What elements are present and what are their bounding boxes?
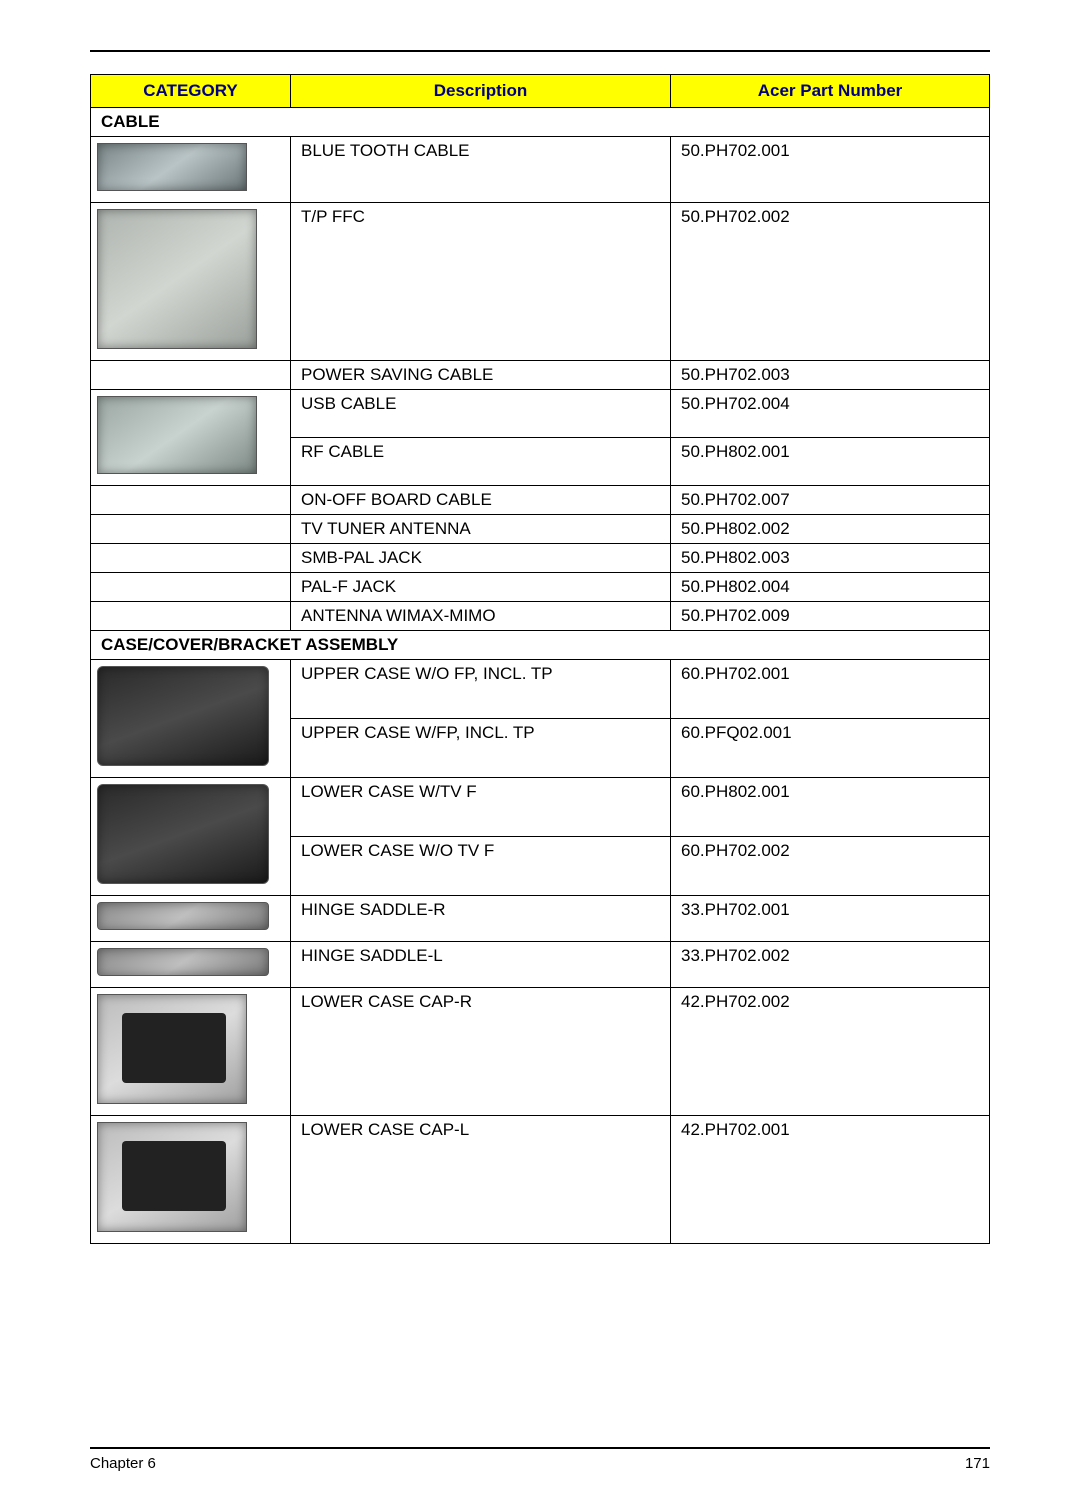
part-image-cell: [91, 988, 291, 1116]
part-number: 50.PH702.002: [671, 203, 990, 361]
parts-table: CATEGORY Description Acer Part Number CA…: [90, 74, 990, 1244]
part-number: 50.PH802.002: [671, 515, 990, 544]
part-number: 60.PH802.001: [671, 778, 990, 837]
part-description: ON-OFF BOARD CABLE: [291, 486, 671, 515]
part-thumbnail: [97, 948, 269, 976]
part-description: T/P FFC: [291, 203, 671, 361]
part-description: LOWER CASE W/O TV F: [291, 837, 671, 896]
table-header-row: CATEGORY Description Acer Part Number: [91, 75, 990, 108]
part-description: UPPER CASE W/FP, INCL. TP: [291, 719, 671, 778]
part-thumbnail: [97, 994, 247, 1104]
part-number: 50.PH802.003: [671, 544, 990, 573]
part-description: USB CABLE: [291, 390, 671, 438]
table-row: LOWER CASE CAP-R42.PH702.002: [91, 988, 990, 1116]
section-title-row: CABLE: [91, 108, 990, 137]
part-image-cell: [91, 778, 291, 896]
section-title: CASE/COVER/BRACKET ASSEMBLY: [91, 631, 990, 660]
part-image-cell: [91, 573, 291, 602]
part-image-cell: [91, 486, 291, 515]
part-image-cell: [91, 361, 291, 390]
part-description: UPPER CASE W/O FP, INCL. TP: [291, 660, 671, 719]
table-row: ON-OFF BOARD CABLE50.PH702.007: [91, 486, 990, 515]
footer-pagenum: 171: [965, 1455, 990, 1472]
part-number: 50.PH702.003: [671, 361, 990, 390]
part-description: ANTENNA WIMAX-MIMO: [291, 602, 671, 631]
table-row: BLUE TOOTH CABLE50.PH702.001: [91, 137, 990, 203]
top-rule: [90, 50, 990, 52]
part-number: 33.PH702.002: [671, 942, 990, 988]
part-description: LOWER CASE W/TV F: [291, 778, 671, 837]
part-image-cell: [91, 515, 291, 544]
part-image-cell: [91, 137, 291, 203]
part-thumbnail: [97, 666, 269, 766]
col-description: Description: [291, 75, 671, 108]
col-category: CATEGORY: [91, 75, 291, 108]
part-number: 33.PH702.001: [671, 896, 990, 942]
part-image-cell: [91, 544, 291, 573]
part-number: 50.PH702.004: [671, 390, 990, 438]
table-row: UPPER CASE W/O FP, INCL. TP60.PH702.001: [91, 660, 990, 719]
part-number: 50.PH702.007: [671, 486, 990, 515]
section-title: CABLE: [91, 108, 990, 137]
table-row: POWER SAVING CABLE50.PH702.003: [91, 361, 990, 390]
part-thumbnail: [97, 784, 269, 884]
part-image-cell: [91, 203, 291, 361]
part-image-cell: [91, 660, 291, 778]
part-description: HINGE SADDLE-L: [291, 942, 671, 988]
part-description: POWER SAVING CABLE: [291, 361, 671, 390]
table-row: T/P FFC50.PH702.002: [91, 203, 990, 361]
table-row: LOWER CASE W/TV F60.PH802.001: [91, 778, 990, 837]
part-description: RF CABLE: [291, 438, 671, 486]
table-row: ANTENNA WIMAX-MIMO50.PH702.009: [91, 602, 990, 631]
part-number: 50.PH702.009: [671, 602, 990, 631]
part-number: 42.PH702.002: [671, 988, 990, 1116]
table-row: PAL-F JACK50.PH802.004: [91, 573, 990, 602]
part-image-cell: [91, 896, 291, 942]
part-image-cell: [91, 1116, 291, 1244]
part-image-cell: [91, 602, 291, 631]
part-thumbnail: [97, 396, 257, 474]
section-title-row: CASE/COVER/BRACKET ASSEMBLY: [91, 631, 990, 660]
part-description: PAL-F JACK: [291, 573, 671, 602]
part-number: 50.PH802.004: [671, 573, 990, 602]
part-number: 60.PFQ02.001: [671, 719, 990, 778]
table-row: SMB-PAL JACK50.PH802.003: [91, 544, 990, 573]
part-description: BLUE TOOTH CABLE: [291, 137, 671, 203]
table-row: LOWER CASE CAP-L42.PH702.001: [91, 1116, 990, 1244]
part-description: HINGE SADDLE-R: [291, 896, 671, 942]
part-image-cell: [91, 390, 291, 486]
part-number: 60.PH702.002: [671, 837, 990, 896]
part-number: 50.PH802.001: [671, 438, 990, 486]
table-row: HINGE SADDLE-R33.PH702.001: [91, 896, 990, 942]
table-body: CABLEBLUE TOOTH CABLE50.PH702.001T/P FFC…: [91, 108, 990, 1244]
table-row: TV TUNER ANTENNA50.PH802.002: [91, 515, 990, 544]
part-number: 60.PH702.001: [671, 660, 990, 719]
table-row: USB CABLE50.PH702.004: [91, 390, 990, 438]
table-row: HINGE SADDLE-L33.PH702.002: [91, 942, 990, 988]
footer-chapter: Chapter 6: [90, 1455, 156, 1472]
part-thumbnail: [97, 902, 269, 930]
part-number: 42.PH702.001: [671, 1116, 990, 1244]
part-thumbnail: [97, 209, 257, 349]
part-number: 50.PH702.001: [671, 137, 990, 203]
part-thumbnail: [97, 143, 247, 191]
part-description: LOWER CASE CAP-R: [291, 988, 671, 1116]
part-thumbnail: [97, 1122, 247, 1232]
page-footer: Chapter 6 171: [90, 1447, 990, 1472]
part-description: SMB-PAL JACK: [291, 544, 671, 573]
part-description: LOWER CASE CAP-L: [291, 1116, 671, 1244]
part-description: TV TUNER ANTENNA: [291, 515, 671, 544]
part-image-cell: [91, 942, 291, 988]
col-partnum: Acer Part Number: [671, 75, 990, 108]
page: CATEGORY Description Acer Part Number CA…: [0, 0, 1080, 1512]
